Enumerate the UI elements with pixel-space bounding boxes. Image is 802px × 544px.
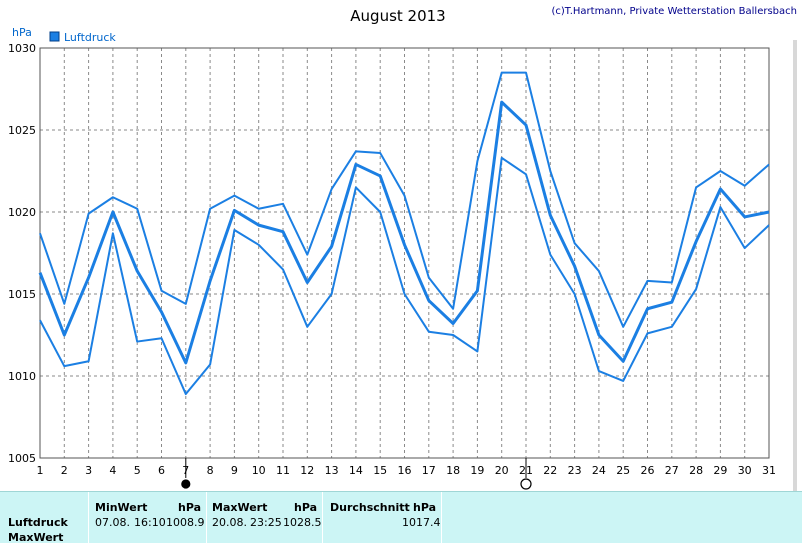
x-tick-label: 14 xyxy=(349,464,363,477)
x-tick-label: 4 xyxy=(109,464,116,477)
x-tick-label: 9 xyxy=(231,464,238,477)
x-tick-label: 30 xyxy=(738,464,752,477)
moon-markers xyxy=(181,458,532,490)
x-tick-label: 12 xyxy=(300,464,314,477)
x-tick-label: 11 xyxy=(276,464,290,477)
summary-divider xyxy=(441,492,442,543)
y-tick-label: 1010 xyxy=(8,370,36,383)
pressure-chart: August 2013 (c)T.Hartmann, Private Wette… xyxy=(8,6,797,491)
x-tick-label: 10 xyxy=(252,464,266,477)
x-tick-label: 8 xyxy=(207,464,214,477)
x-tick-label: 17 xyxy=(422,464,436,477)
legend-swatch xyxy=(49,31,60,42)
min-unit: hPa xyxy=(178,501,202,514)
x-tick-label: 6 xyxy=(158,464,165,477)
max-header: MaxWert xyxy=(212,501,268,514)
y-tick-label: 1020 xyxy=(8,206,36,219)
summary-row-label: Luftdruck xyxy=(8,516,68,529)
summary-divider xyxy=(206,492,207,543)
x-tick-label: 20 xyxy=(495,464,509,477)
x-tick-label: 18 xyxy=(446,464,460,477)
x-tick-label: 15 xyxy=(373,464,387,477)
chart-credit: (c)T.Hartmann, Private Wetterstation Bal… xyxy=(551,6,797,17)
legend-label: Luftdruck xyxy=(64,31,116,44)
x-tick-label: 24 xyxy=(592,464,606,477)
chart-title: August 2013 xyxy=(350,7,445,25)
avg-header: Durchschnitt xyxy=(330,501,410,514)
x-tick-label: 16 xyxy=(398,464,412,477)
summary-divider xyxy=(322,492,323,543)
min-date: 07.08. xyxy=(95,516,130,529)
min-header: MinWert xyxy=(95,501,148,514)
x-tick-label: 31 xyxy=(762,464,776,477)
max-time: 23:25 xyxy=(250,516,282,529)
x-tick-label: 22 xyxy=(543,464,557,477)
summary-row-label-2: MaxWert xyxy=(8,531,64,544)
x-tick-label: 2 xyxy=(61,464,68,477)
summary-panel: Luftdruck MaxWert MinWert hPa 07.08. 16:… xyxy=(0,491,802,544)
summary-divider xyxy=(88,492,89,543)
x-tick-label: 23 xyxy=(568,464,582,477)
x-tick-label: 19 xyxy=(470,464,484,477)
series-line-3 xyxy=(39,156,770,396)
x-tick-label: 27 xyxy=(665,464,679,477)
new-moon-icon xyxy=(181,479,191,489)
x-tick-label: 29 xyxy=(713,464,727,477)
avg-value: 1017.4 xyxy=(402,516,441,529)
y-tick-label: 1025 xyxy=(8,124,36,137)
y-axis-ticks: 1005 1010 1015 1020 1025 1030 xyxy=(8,42,36,465)
x-tick-label: 25 xyxy=(616,464,630,477)
series-line-2 xyxy=(38,100,770,365)
x-tick-label: 26 xyxy=(641,464,655,477)
x-tick-label: 28 xyxy=(689,464,703,477)
y-tick-label: 1015 xyxy=(8,288,36,301)
full-moon-icon xyxy=(520,478,532,490)
x-tick-label: 3 xyxy=(85,464,92,477)
min-value: 1008.9 xyxy=(166,516,205,529)
x-tick-label: 13 xyxy=(325,464,339,477)
plot-frame xyxy=(39,47,770,459)
max-unit: hPa xyxy=(294,501,318,514)
series-line-1 xyxy=(39,71,770,328)
min-time: 16:10 xyxy=(134,516,166,529)
y-axis-unit: hPa xyxy=(12,26,32,39)
x-tick-label: 5 xyxy=(134,464,141,477)
max-date: 20.08. xyxy=(212,516,247,529)
max-value: 1028.5 xyxy=(283,516,322,529)
x-axis-ticks: 1234567891011121314151617181920212223242… xyxy=(37,464,777,477)
avg-unit: hPa xyxy=(413,501,437,514)
x-tick-label: 1 xyxy=(37,464,44,477)
y-tick-label: 1005 xyxy=(8,452,36,465)
series-group xyxy=(38,71,770,396)
y-tick-label: 1030 xyxy=(8,42,36,55)
